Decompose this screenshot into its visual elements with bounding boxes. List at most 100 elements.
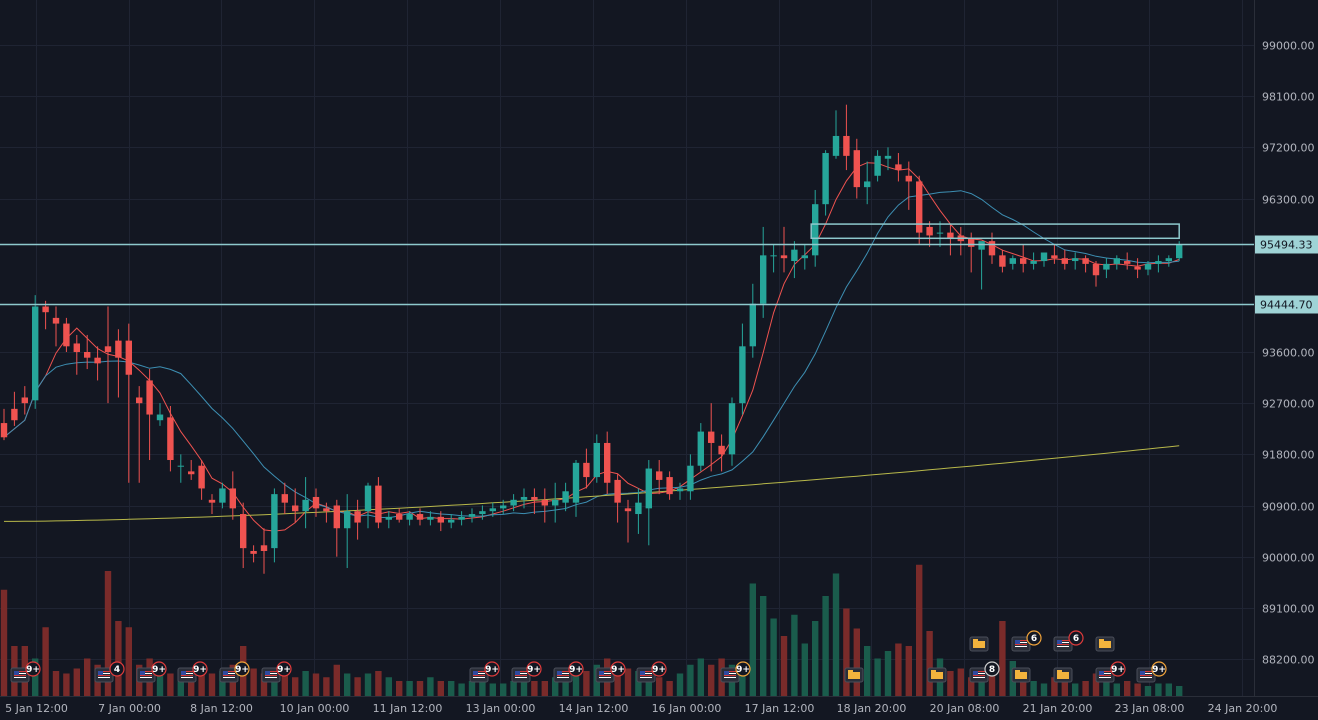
- candle-body[interactable]: [1072, 258, 1079, 262]
- candle-body[interactable]: [749, 303, 756, 347]
- candle-body[interactable]: [541, 499, 548, 506]
- folder-icon[interactable]: [844, 667, 864, 683]
- candle-body[interactable]: [1092, 263, 1100, 276]
- us-flag-icon[interactable]: 9+: [636, 661, 667, 683]
- candle-body[interactable]: [687, 465, 694, 492]
- candle-body[interactable]: [1061, 258, 1068, 264]
- candle-body[interactable]: [1030, 261, 1037, 264]
- candle-body[interactable]: [1134, 266, 1141, 270]
- candle-body[interactable]: [406, 514, 413, 520]
- candle-body[interactable]: [219, 488, 226, 503]
- us-flag-icon[interactable]: 9+: [1136, 661, 1167, 683]
- candle-body[interactable]: [801, 255, 808, 259]
- candle-body[interactable]: [52, 317, 60, 324]
- candle-body[interactable]: [1082, 258, 1089, 264]
- candle-body[interactable]: [728, 403, 736, 455]
- us-flag-icon[interactable]: 4: [94, 661, 125, 683]
- candles[interactable]: [0, 104, 1183, 574]
- us-flag-icon[interactable]: 6: [1011, 630, 1042, 652]
- price-levels[interactable]: 95494.33 94444.70: [0, 235, 1318, 314]
- candle-body[interactable]: [780, 255, 788, 259]
- candle-body[interactable]: [479, 511, 486, 515]
- candle-body[interactable]: [312, 496, 320, 509]
- price-zone[interactable]: [810, 223, 1180, 240]
- candle-body[interactable]: [604, 442, 611, 483]
- candle-body[interactable]: [864, 181, 871, 188]
- candle-body[interactable]: [448, 519, 455, 523]
- candle-body[interactable]: [1144, 263, 1152, 270]
- candle-body[interactable]: [177, 465, 184, 467]
- candle-body[interactable]: [978, 241, 985, 250]
- us-flag-icon[interactable]: 9+: [1095, 661, 1126, 683]
- candle-body[interactable]: [0, 423, 8, 438]
- candle-body[interactable]: [905, 175, 912, 182]
- candle-body[interactable]: [884, 155, 892, 159]
- us-flag-icon[interactable]: 9+: [469, 661, 500, 683]
- price-axis[interactable]: 99000.00 98100.00 97200.00 96300.00 93600.00…: [1262, 40, 1315, 667]
- candle-body[interactable]: [468, 514, 476, 517]
- candle-body[interactable]: [136, 397, 143, 404]
- candle-body[interactable]: [188, 471, 195, 475]
- candle-body[interactable]: [208, 499, 216, 503]
- candle-body[interactable]: [396, 514, 403, 520]
- candle-body[interactable]: [146, 380, 153, 415]
- candle-body[interactable]: [843, 135, 850, 156]
- candle-body[interactable]: [676, 488, 684, 492]
- candle-body[interactable]: [874, 155, 881, 176]
- folder-icon[interactable]: [927, 667, 947, 683]
- candle-body[interactable]: [520, 496, 528, 500]
- us-flag-icon[interactable]: 9+: [553, 661, 584, 683]
- resistance-zone-box[interactable]: [810, 223, 1180, 240]
- candle-body[interactable]: [198, 465, 205, 489]
- candle-body[interactable]: [708, 431, 715, 443]
- candle-body[interactable]: [1155, 261, 1162, 264]
- candle-body[interactable]: [645, 468, 652, 509]
- candle-body[interactable]: [250, 550, 257, 554]
- candle-body[interactable]: [531, 496, 538, 500]
- candle-body[interactable]: [344, 511, 351, 529]
- candle-body[interactable]: [697, 431, 704, 466]
- candle-body[interactable]: [760, 255, 767, 304]
- us-flag-icon[interactable]: 9+: [720, 661, 751, 683]
- candle-body[interactable]: [718, 445, 725, 455]
- candle-body[interactable]: [666, 477, 673, 495]
- candle-body[interactable]: [552, 499, 559, 506]
- us-flag-icon[interactable]: 9+: [177, 661, 208, 683]
- candle-body[interactable]: [572, 462, 580, 503]
- us-flag-icon[interactable]: 6: [1053, 630, 1084, 652]
- candle-body[interactable]: [104, 346, 112, 352]
- candle-body[interactable]: [416, 514, 424, 520]
- candle-body[interactable]: [42, 306, 49, 313]
- us-flag-icon[interactable]: 8: [969, 661, 1000, 683]
- candle-body[interactable]: [739, 346, 746, 404]
- candle-body[interactable]: [988, 241, 996, 256]
- candle-body[interactable]: [1040, 252, 1048, 262]
- candle-body[interactable]: [895, 164, 902, 171]
- us-flag-icon[interactable]: 9+: [219, 661, 250, 683]
- candle-body[interactable]: [1009, 258, 1016, 264]
- candle-body[interactable]: [562, 491, 569, 503]
- candle-body[interactable]: [1020, 258, 1027, 264]
- candle-body[interactable]: [94, 357, 101, 364]
- candle-body[interactable]: [364, 485, 372, 512]
- economic-events[interactable]: 9+ 4 9+ 9+ 9+ 9+ 9+ 9+ 9+ 9+ 9+ 9+ 8 9+ 9+ 6 6: [10, 630, 1167, 683]
- candle-body[interactable]: [1176, 244, 1183, 259]
- candle-body[interactable]: [812, 204, 819, 256]
- candle-body[interactable]: [84, 352, 91, 358]
- candle-body[interactable]: [73, 343, 80, 352]
- candle-body[interactable]: [333, 505, 340, 529]
- candle-body[interactable]: [656, 471, 663, 480]
- candle-body[interactable]: [968, 238, 975, 247]
- candle-body[interactable]: [32, 306, 39, 401]
- candle-body[interactable]: [11, 408, 18, 421]
- candle-body[interactable]: [323, 508, 330, 512]
- candle-body[interactable]: [593, 442, 600, 478]
- candle-body[interactable]: [125, 340, 132, 375]
- candle-body[interactable]: [21, 397, 28, 404]
- candle-body[interactable]: [375, 485, 382, 523]
- folder-icon[interactable]: [1095, 636, 1115, 652]
- candle-body[interactable]: [999, 255, 1006, 267]
- candle-body[interactable]: [167, 417, 174, 461]
- candle-body[interactable]: [500, 505, 507, 509]
- candle-body[interactable]: [115, 340, 122, 358]
